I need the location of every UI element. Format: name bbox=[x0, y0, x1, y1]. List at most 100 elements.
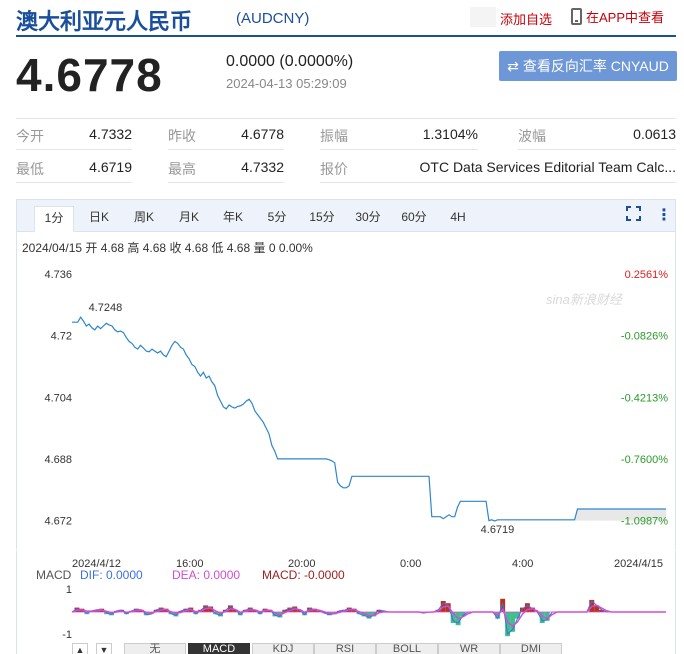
tab-period[interactable]: 5分 bbox=[267, 210, 287, 224]
tab-period[interactable]: 日K bbox=[88, 210, 109, 224]
swap-icon: ⇄ bbox=[507, 57, 519, 74]
macd-bar bbox=[445, 603, 451, 612]
price-line bbox=[72, 316, 666, 522]
prev-close-value: 4.6778 bbox=[241, 126, 284, 142]
tab-period[interactable]: 60分 bbox=[401, 210, 427, 224]
price-change: 0.0000 (0.0000%) bbox=[226, 53, 354, 70]
macd-bar bbox=[524, 603, 530, 612]
macd-bar bbox=[252, 609, 258, 612]
period-tabs bbox=[17, 200, 675, 232]
scroll-up-button[interactable]: ▲ bbox=[72, 643, 88, 654]
price-chart[interactable]: sina新浪财经 4.736 4.72 4.704 4.688 4.672 0.2561% -… bbox=[16, 258, 676, 568]
tab-period[interactable]: 年K bbox=[222, 210, 243, 224]
current-price: 4.6778 bbox=[16, 49, 163, 101]
macd-bar bbox=[371, 612, 377, 617]
macd-bar bbox=[460, 612, 466, 617]
macd-bar bbox=[168, 612, 174, 615]
bar-quote-line: 2024/04/15 开 4.68 高 4.68 收 4.68 低 4.68 量… bbox=[22, 241, 313, 255]
x-tick-label: 20:00 bbox=[288, 558, 316, 568]
price-annotation: 4.7248 bbox=[89, 302, 123, 314]
tab-period[interactable]: 30分 bbox=[355, 210, 381, 224]
high-value: 4.7332 bbox=[241, 159, 284, 175]
stats-bottom-line-1 bbox=[16, 182, 132, 183]
macd-legend-name: MACD bbox=[36, 568, 72, 582]
stats-bottom-line-3 bbox=[320, 182, 676, 183]
indicator-tab[interactable]: DMI bbox=[500, 643, 562, 654]
open-label: 今开 bbox=[16, 128, 44, 144]
macd-tick-label: 1 bbox=[66, 584, 72, 596]
pct-tick-label: -0.0826% bbox=[621, 331, 668, 343]
macd-tick-label: -1 bbox=[62, 629, 72, 640]
scroll-down-button[interactable]: ▼ bbox=[96, 643, 112, 654]
macd-legend-macd: MACD: -0.0000 bbox=[262, 568, 345, 582]
y-tick-label: 4.736 bbox=[44, 269, 72, 281]
prev-close-label: 昨收 bbox=[168, 128, 196, 144]
macd-bar bbox=[519, 607, 525, 612]
tab-period[interactable]: 1分 bbox=[34, 206, 74, 232]
pct-tick-label: 0.2561% bbox=[625, 269, 669, 281]
tab-period[interactable]: 周K bbox=[133, 210, 154, 224]
indicator-tab[interactable]: WR bbox=[438, 643, 500, 654]
macd-chart[interactable]: 1 -1 bbox=[16, 582, 676, 640]
symbol-code: (AUDCNY) bbox=[236, 10, 310, 27]
macd-legend-dif: DIF: 0.0000 bbox=[80, 568, 143, 582]
macd-bar bbox=[510, 612, 516, 632]
stats-mid-line-3 bbox=[320, 149, 478, 150]
macd-bar bbox=[123, 612, 129, 615]
tab-period[interactable]: 15分 bbox=[309, 210, 335, 224]
macd-bar bbox=[257, 612, 263, 615]
x-tick-label: 16:00 bbox=[176, 558, 204, 568]
x-tick-label: 4:00 bbox=[512, 558, 533, 568]
header-divider bbox=[16, 35, 676, 37]
macd-bar bbox=[208, 606, 214, 612]
pct-tick-label: -0.4213% bbox=[621, 392, 668, 404]
macd-bar bbox=[351, 608, 357, 612]
indicator-tab[interactable]: MACD bbox=[188, 643, 250, 654]
tab-period[interactable]: 4H bbox=[450, 210, 466, 224]
tab-period[interactable]: 月K bbox=[178, 210, 199, 224]
pct-tick-label: -1.0987% bbox=[621, 516, 668, 528]
indicator-tab[interactable]: RSI bbox=[314, 643, 376, 654]
y-tick-label: 4.688 bbox=[44, 454, 72, 466]
price-annotation: 4.6719 bbox=[481, 524, 515, 536]
macd-bar bbox=[599, 609, 605, 612]
quoter-value: OTC Data Services Editorial Team Calc... bbox=[419, 159, 677, 175]
chart-frame bbox=[16, 199, 676, 654]
macd-bar bbox=[272, 612, 278, 617]
indicator-tab[interactable]: KDJ bbox=[252, 643, 314, 654]
indicator-tab[interactable]: BOLL bbox=[376, 643, 438, 654]
macd-bar bbox=[539, 612, 545, 623]
macd-bar bbox=[544, 612, 550, 621]
wave-value: 0.0613 bbox=[633, 126, 676, 142]
macd-bar bbox=[138, 609, 144, 612]
macd-bar bbox=[312, 608, 318, 612]
view-in-app-label: 在APP中查看 bbox=[586, 10, 665, 25]
y-tick-label: 4.72 bbox=[51, 331, 72, 343]
macd-bar bbox=[317, 610, 322, 612]
y-tick-label: 4.672 bbox=[44, 516, 72, 528]
page-title: 澳大利亚元人民币 bbox=[16, 9, 193, 34]
view-in-app-link[interactable]: 在APP中查看 bbox=[571, 7, 664, 26]
indicator-tab[interactable]: 无 bbox=[124, 643, 186, 654]
macd-bar bbox=[356, 612, 362, 615]
amplitude-value: 1.3104% bbox=[422, 126, 478, 142]
stats-mid-line-1 bbox=[16, 149, 132, 150]
low-value: 4.6719 bbox=[89, 159, 132, 175]
reverse-rate-label: 查看反向汇率 CNYAUD bbox=[522, 58, 669, 74]
watermark-logo: sina新浪财经 bbox=[546, 292, 624, 307]
macd-bar bbox=[529, 607, 535, 612]
x-tick-label: 2024/4/12 bbox=[72, 558, 121, 568]
more-options-icon[interactable]: ⋮ bbox=[656, 207, 672, 224]
fullscreen-icon[interactable] bbox=[626, 206, 641, 221]
macd-bar bbox=[450, 612, 456, 623]
reverse-rate-button[interactable]: ⇄ 查看反向汇率 CNYAUD bbox=[499, 51, 677, 81]
open-value: 4.7332 bbox=[89, 126, 132, 142]
stats-mid-line-2 bbox=[168, 149, 284, 150]
macd-bar bbox=[232, 609, 238, 612]
add-watchlist-link[interactable]: 添加自选 bbox=[500, 12, 553, 27]
quoter-label: 报价 bbox=[320, 161, 348, 177]
macd-bar bbox=[163, 608, 169, 612]
macd-bar bbox=[515, 612, 520, 619]
y-tick-label: 4.704 bbox=[44, 392, 72, 404]
